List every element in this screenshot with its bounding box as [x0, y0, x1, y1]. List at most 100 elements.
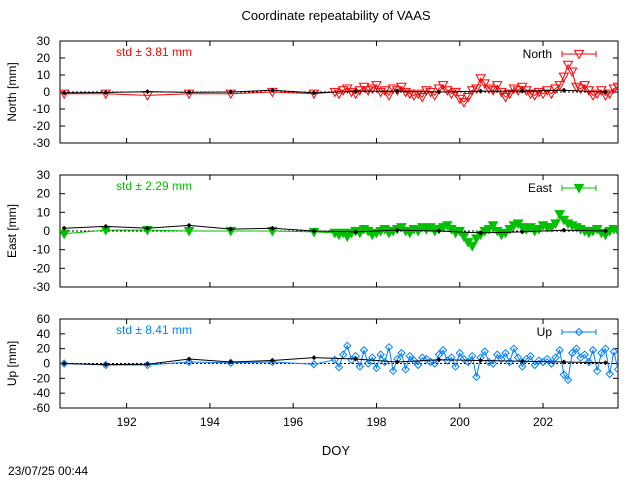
data-point: [422, 354, 431, 364]
data-point: [383, 91, 395, 101]
series-line: [64, 63, 618, 103]
data-point: [529, 91, 541, 101]
data-point: [471, 84, 482, 95]
data-point: [454, 94, 466, 105]
data-point: [341, 84, 353, 95]
data-point: [405, 351, 414, 361]
data-point: [441, 86, 453, 96]
x-tick-label: 200: [450, 415, 470, 429]
reference-point: [436, 357, 442, 363]
y-tick-label: -10: [33, 243, 51, 257]
y-tick-label: -60: [33, 401, 51, 415]
data-point: [504, 225, 516, 235]
data-point: [388, 366, 398, 376]
reference-point: [311, 90, 317, 96]
data-point: [458, 98, 470, 108]
data-point: [580, 350, 589, 359]
reference-point: [103, 90, 109, 96]
reference-point: [394, 359, 400, 365]
chart-title: Coordinate repeatability of VAAS: [241, 8, 430, 23]
data-point: [363, 359, 373, 368]
data-point: [534, 356, 544, 365]
data-point: [184, 357, 194, 367]
reference-point: [228, 89, 234, 95]
data-point: [550, 84, 561, 95]
y-tick-label: -40: [33, 386, 51, 400]
y-tick-label: 60: [37, 312, 51, 326]
data-point: [308, 89, 320, 100]
data-point: [563, 375, 573, 385]
data-point: [551, 353, 560, 362]
x-tick-label: 198: [366, 415, 386, 429]
data-point: [483, 84, 495, 95]
reference-point: [228, 359, 234, 365]
y-tick-label: 10: [37, 68, 51, 82]
reference-line: [64, 89, 606, 94]
data-point: [559, 370, 569, 379]
data-point: [433, 84, 445, 95]
data-point: [562, 60, 574, 71]
data-point: [358, 82, 370, 93]
x-tick-label: 192: [117, 415, 137, 429]
data-point: [375, 87, 386, 98]
reference-point: [603, 89, 609, 95]
data-point: [493, 350, 502, 359]
data-point: [504, 89, 516, 100]
data-point: [397, 348, 406, 358]
data-point: [447, 353, 456, 362]
data-point: [488, 359, 498, 368]
reference-point: [561, 359, 567, 365]
data-point: [533, 225, 545, 235]
data-point: [343, 341, 352, 350]
data-point: [491, 81, 503, 91]
data-point: [592, 366, 602, 376]
data-point: [609, 347, 618, 356]
data-point: [366, 84, 378, 95]
data-point: [376, 350, 385, 359]
reference-point: [311, 355, 317, 361]
data-point: [597, 348, 606, 358]
reference-point: [269, 358, 275, 364]
data-point: [550, 219, 561, 230]
reference-point: [144, 361, 150, 367]
data-point: [409, 356, 419, 365]
reference-point: [61, 361, 67, 366]
data-point: [412, 89, 424, 100]
data-point: [567, 348, 577, 358]
y-tick-label: -10: [33, 102, 51, 116]
reference-point: [478, 358, 484, 364]
reference-line: [64, 224, 606, 234]
data-point: [496, 87, 507, 98]
reference-point: [478, 88, 484, 94]
reference-point: [353, 88, 359, 94]
data-point: [571, 82, 582, 93]
data-point: [608, 84, 618, 95]
data-point: [355, 362, 365, 371]
std-label: std ± 2.29 mm: [116, 179, 192, 193]
plot-area: [60, 210, 618, 252]
data-point: [337, 86, 349, 96]
data-point: [368, 353, 377, 362]
reference-point: [186, 89, 192, 95]
data-point: [555, 345, 564, 355]
data-point: [546, 223, 557, 233]
data-point: [526, 351, 535, 361]
data-point: [425, 87, 436, 98]
data-point: [574, 327, 584, 337]
data-point: [475, 74, 486, 84]
reference-point: [561, 87, 567, 93]
reference-point: [519, 229, 525, 235]
data-point: [573, 183, 585, 194]
reference-point: [144, 225, 150, 231]
data-point: [446, 89, 457, 100]
reference-point: [103, 362, 109, 368]
y-tick-label: -30: [33, 280, 51, 294]
y-axis-label: North [mm]: [5, 62, 19, 121]
data-point: [595, 86, 607, 96]
data-point: [472, 372, 481, 382]
data-point: [466, 241, 478, 252]
data-point: [591, 89, 603, 100]
data-point: [588, 345, 598, 355]
